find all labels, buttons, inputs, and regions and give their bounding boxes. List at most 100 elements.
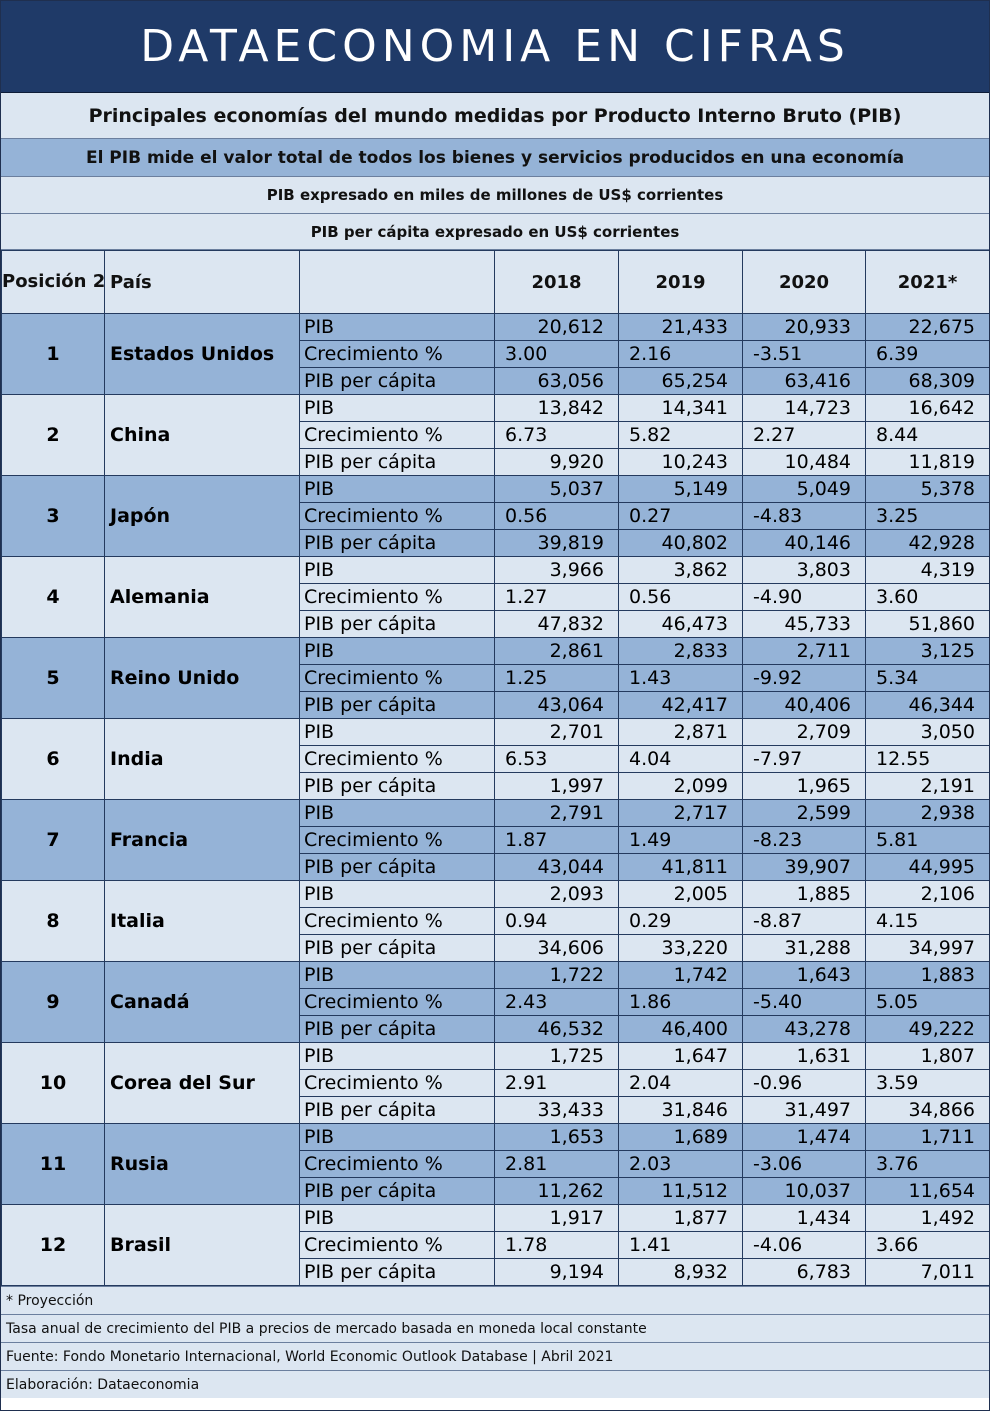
subtitle-definition: El PIB mide el valor total de todos los … [1, 139, 989, 177]
value-cell: 2,833 [618, 637, 743, 665]
value-cell: 5.05 [865, 988, 989, 1016]
value-cell: 43,278 [742, 1015, 866, 1043]
table-row: PIB per cápita 43,044 41,811 39,907 44,995 [2, 853, 989, 881]
country-name: India [104, 718, 300, 800]
indicator-label: PIB [299, 961, 495, 989]
value-cell: -4.83 [742, 502, 866, 530]
value-cell: 46,400 [618, 1015, 743, 1043]
value-cell: 31,846 [618, 1096, 743, 1124]
indicator-label: Crecimiento % [299, 502, 495, 530]
indicator-label: PIB per cápita [299, 853, 495, 881]
value-cell: 20,612 [494, 313, 619, 341]
value-cell: 1,631 [742, 1042, 866, 1070]
country-position: 2 [1, 394, 105, 476]
value-cell: 0.29 [618, 907, 743, 935]
value-cell: 5,378 [865, 475, 989, 503]
value-cell: 0.94 [494, 907, 619, 935]
value-cell: 1.41 [618, 1231, 743, 1259]
table-row: PIB per cápita 9,194 8,932 6,783 7,011 [2, 1258, 989, 1286]
indicator-label: PIB [299, 1042, 495, 1070]
header-year-2021: 2021* [865, 250, 989, 314]
value-cell: 2,938 [865, 799, 989, 827]
footnote: Fuente: Fondo Monetario Internacional, W… [1, 1342, 989, 1370]
value-cell: 45,733 [742, 610, 866, 638]
indicator-label: Crecimiento % [299, 745, 495, 773]
value-cell: 9,920 [494, 448, 619, 476]
value-cell: 1,885 [742, 880, 866, 908]
footnote: Tasa anual de crecimiento del PIB a prec… [1, 1314, 989, 1342]
country-name: Brasil [104, 1204, 300, 1286]
value-cell: 46,344 [865, 691, 989, 719]
value-cell: 2,099 [618, 772, 743, 800]
value-cell: 34,997 [865, 934, 989, 962]
value-cell: 3,050 [865, 718, 989, 746]
indicator-label: PIB per cápita [299, 1177, 495, 1205]
subtitle-main: Principales economías del mundo medidas … [1, 93, 989, 139]
indicator-label: PIB [299, 556, 495, 584]
value-cell: 1,653 [494, 1123, 619, 1151]
value-cell: 1,917 [494, 1204, 619, 1232]
value-cell: 6.73 [494, 421, 619, 449]
value-cell: 34,866 [865, 1096, 989, 1124]
value-cell: 6,783 [742, 1258, 866, 1286]
value-cell: 46,532 [494, 1015, 619, 1043]
value-cell: 1,647 [618, 1042, 743, 1070]
value-cell: 2.27 [742, 421, 866, 449]
value-cell: 68,309 [865, 367, 989, 395]
value-cell: 5,049 [742, 475, 866, 503]
value-cell: 1,474 [742, 1123, 866, 1151]
value-cell: -4.06 [742, 1231, 866, 1259]
table-row: Crecimiento % 2.91 2.04 -0.96 3.59 [2, 1069, 989, 1097]
footnote: * Proyección [1, 1286, 989, 1314]
indicator-label: PIB per cápita [299, 1015, 495, 1043]
indicator-label: PIB [299, 1123, 495, 1151]
table-row: 7 Francia PIB 2,791 2,717 2,599 2,938 [1, 799, 989, 881]
indicator-label: PIB per cápita [299, 1258, 495, 1286]
value-cell: 2.43 [494, 988, 619, 1016]
indicator-label: PIB per cápita [299, 772, 495, 800]
value-cell: 0.56 [494, 502, 619, 530]
value-cell: 11,819 [865, 448, 989, 476]
value-cell: 20,933 [742, 313, 866, 341]
indicator-label: PIB per cápita [299, 610, 495, 638]
country-name: Francia [104, 799, 300, 881]
value-cell: 1,877 [618, 1204, 743, 1232]
value-cell: 0.27 [618, 502, 743, 530]
indicator-label: PIB [299, 1204, 495, 1232]
indicator-label: Crecimiento % [299, 1231, 495, 1259]
value-cell: 2.03 [618, 1150, 743, 1178]
table-row: Crecimiento % 0.94 0.29 -8.87 4.15 [2, 907, 989, 935]
value-cell: 9,194 [494, 1258, 619, 1286]
value-cell: 1,492 [865, 1204, 989, 1232]
value-cell: 3.76 [865, 1150, 989, 1178]
table-row: 12 Brasil PIB 1,917 1,877 1,434 1,492 [1, 1204, 989, 1286]
table-row: PIB per cápita 63,056 65,254 63,416 68,309 [2, 367, 989, 395]
indicator-label: PIB per cápita [299, 934, 495, 962]
value-cell: 44,995 [865, 853, 989, 881]
header-country: País [104, 250, 300, 314]
country-name: China [104, 394, 300, 476]
value-cell: 14,723 [742, 394, 866, 422]
value-cell: 42,928 [865, 529, 989, 557]
value-cell: 10,243 [618, 448, 743, 476]
value-cell: 1,725 [494, 1042, 619, 1070]
value-cell: 47,832 [494, 610, 619, 638]
value-cell: -9.92 [742, 664, 866, 692]
value-cell: 0.56 [618, 583, 743, 611]
indicator-label: Crecimiento % [299, 988, 495, 1016]
country-name: Corea del Sur [104, 1042, 300, 1124]
indicator-label: Crecimiento % [299, 1150, 495, 1178]
country-position: 9 [1, 961, 105, 1043]
value-cell: 7,011 [865, 1258, 989, 1286]
value-cell: 2,717 [618, 799, 743, 827]
table-row: PIB per cápita 47,832 46,473 45,733 51,860 [2, 610, 989, 638]
indicator-label: PIB per cápita [299, 448, 495, 476]
country-name: Alemania [104, 556, 300, 638]
value-cell: 6.53 [494, 745, 619, 773]
indicator-label: Crecimiento % [299, 340, 495, 368]
value-cell: -8.87 [742, 907, 866, 935]
value-cell: 41,811 [618, 853, 743, 881]
value-cell: 3,966 [494, 556, 619, 584]
table-row: PIB per cápita 1,997 2,099 1,965 2,191 [2, 772, 989, 800]
value-cell: 1,742 [618, 961, 743, 989]
